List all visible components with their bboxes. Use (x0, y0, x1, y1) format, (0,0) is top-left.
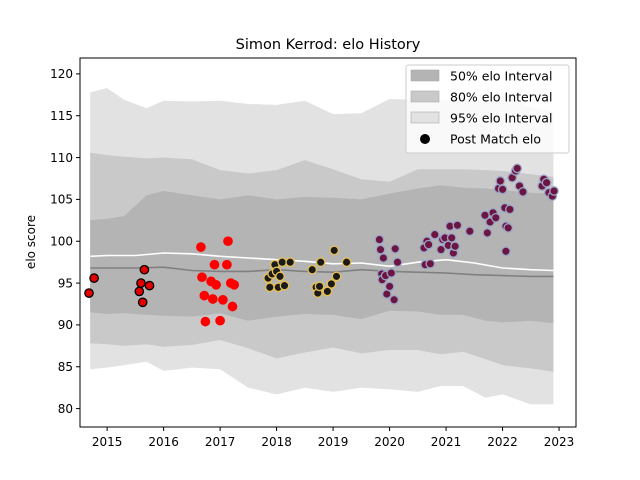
match-point (431, 230, 439, 238)
match-point (385, 282, 393, 290)
y-tick-label: 120 (50, 67, 73, 81)
legend-marker (420, 134, 430, 144)
x-axis: 2015 2016 2017 2018 2019 2020 2021 2022 2023 (92, 427, 574, 449)
y-tick-label: 110 (50, 151, 73, 165)
match-point (502, 247, 510, 255)
match-point (137, 279, 145, 287)
match-point (210, 261, 218, 269)
x-tick-label: 2019 (318, 435, 349, 449)
match-point (504, 224, 512, 232)
match-point (224, 237, 232, 245)
x-tick-label: 2018 (261, 435, 292, 449)
match-point (223, 261, 231, 269)
match-point (426, 260, 434, 268)
match-point (286, 258, 294, 266)
match-point (483, 229, 491, 237)
match-point (376, 245, 384, 253)
match-point (393, 258, 401, 266)
match-point (276, 272, 284, 280)
x-tick-label: 2017 (205, 435, 236, 449)
chart-title: Simon Kerrod: elo History (236, 37, 421, 53)
match-point (506, 205, 514, 213)
match-point (390, 296, 398, 304)
match-point (496, 177, 504, 185)
match-point (140, 266, 148, 274)
match-point (342, 258, 350, 266)
match-point (145, 281, 153, 289)
match-point (230, 281, 238, 289)
match-point (451, 242, 459, 250)
legend-label: 50% elo Interval (450, 69, 552, 84)
match-point (424, 240, 432, 248)
match-point (327, 280, 335, 288)
match-point (519, 188, 527, 196)
match-point (308, 266, 316, 274)
match-point (280, 281, 288, 289)
match-point (200, 291, 208, 299)
match-point (375, 235, 383, 243)
y-tick-label: 90 (58, 318, 73, 332)
match-point (317, 258, 325, 266)
y-tick-label: 100 (50, 235, 73, 249)
y-tick-label: 105 (50, 193, 73, 207)
match-point (492, 214, 500, 222)
match-point (387, 269, 395, 277)
legend-label: 80% elo Interval (450, 90, 552, 105)
match-point (448, 234, 456, 242)
match-point (198, 273, 206, 281)
match-point (391, 245, 399, 253)
legend: 50% elo Interval 80% elo Interval 95% elo … (406, 65, 569, 153)
x-tick-label: 2021 (431, 435, 462, 449)
match-point (212, 281, 220, 289)
match-point (228, 302, 236, 310)
y-tick-label: 115 (50, 109, 73, 123)
match-point (332, 272, 340, 280)
match-point (197, 243, 205, 251)
legend-label: 95% elo Interval (450, 111, 552, 126)
x-tick-label: 2015 (92, 435, 123, 449)
y-tick-label: 85 (58, 360, 73, 374)
match-point (139, 298, 147, 306)
match-point (90, 274, 98, 282)
legend-swatch (411, 91, 439, 102)
match-point (278, 258, 286, 266)
band-50 (90, 185, 553, 323)
match-point (216, 317, 224, 325)
legend-swatch (411, 112, 439, 123)
match-point (266, 283, 274, 291)
y-axis-label: elo score (24, 215, 38, 269)
x-tick-label: 2020 (374, 435, 405, 449)
match-point (379, 254, 387, 262)
x-tick-label: 2016 (148, 435, 179, 449)
y-tick-label: 95 (58, 276, 73, 290)
match-point (453, 221, 461, 229)
match-point (513, 164, 521, 172)
match-point (498, 185, 506, 193)
y-axis: 80 85 90 95 100 105 110 115 120 (50, 67, 80, 416)
x-tick-label: 2022 (487, 435, 518, 449)
match-point (85, 289, 93, 297)
match-point (466, 227, 474, 235)
match-point (219, 296, 227, 304)
match-point (542, 179, 550, 187)
y-tick-label: 80 (58, 402, 73, 416)
match-point (315, 282, 323, 290)
legend-label: Post Match elo (450, 132, 541, 147)
match-point (209, 295, 217, 303)
match-point (135, 287, 143, 295)
match-point (201, 317, 209, 325)
match-point (550, 187, 558, 195)
match-point (330, 246, 338, 254)
legend-swatch (411, 70, 439, 81)
x-tick-label: 2023 (544, 435, 575, 449)
